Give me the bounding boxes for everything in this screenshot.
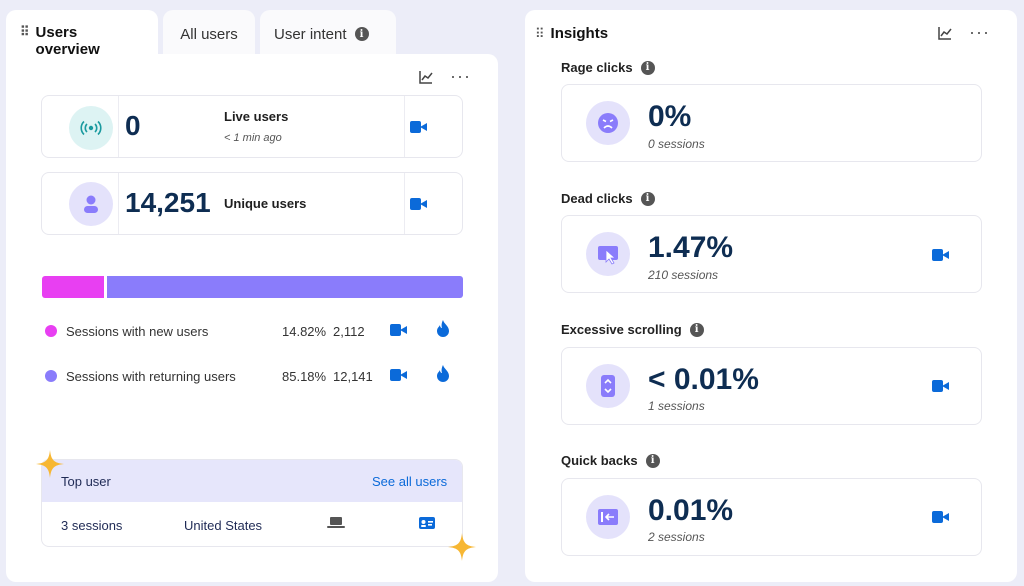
contact-card-icon[interactable] [419,517,435,529]
top-user-title: Top user [61,474,111,489]
live-users-label: Live users [224,109,289,124]
heatmap-flame-icon[interactable] [436,320,450,337]
recording-icon[interactable] [932,380,949,392]
more-options-icon[interactable]: ··· [969,22,990,42]
insight-title: Excessive scrolling i [561,322,704,337]
heatmap-flame-icon[interactable] [436,365,450,382]
laptop-icon [327,517,345,528]
cursor-screen-icon [586,232,630,276]
back-arrow-icon [586,495,630,539]
insight-title: Dead clicks i [561,191,655,206]
sparkle-icon [36,450,64,478]
tab-all-users[interactable]: All users [163,10,255,58]
insights-title: Insights [550,25,609,42]
insight-value: 0.01% [648,494,734,527]
insight-value: 1.47% [648,231,734,264]
info-icon[interactable]: i [689,322,704,337]
recording-icon[interactable] [410,198,427,210]
insight-card[interactable] [561,84,982,162]
card-divider [404,173,405,234]
drag-handle-icon[interactable]: ⠿ [20,24,29,39]
session-row-count: 12,141 [333,369,373,384]
recording-icon[interactable] [932,511,949,523]
insight-value: < 0.01% [648,363,759,396]
insights-header: ⠿ Insights [535,25,608,42]
live-users-value: 0 [125,110,141,141]
recording-icon[interactable] [390,324,407,336]
new-users-segment[interactable] [42,276,104,298]
insight-sessions: 2 sessions [648,530,705,544]
info-icon[interactable]: i [640,60,655,75]
person-icon [69,182,113,226]
see-all-users-link[interactable]: See all users [372,474,448,489]
trend-chart-icon[interactable] [418,69,434,85]
info-icon[interactable]: i [640,191,655,206]
tab-label: User intent [274,25,347,43]
session-row-percent: 14.82% [282,324,327,339]
returning-users-legend-dot [45,370,57,382]
sessions-split-bar [42,276,463,298]
card-divider [118,173,119,234]
top-user-header [42,460,462,502]
card-divider [118,96,119,157]
info-icon[interactable]: i [645,453,660,468]
top-user-card [41,459,463,547]
recording-icon[interactable] [410,121,427,133]
scroll-phone-icon [586,364,630,408]
info-icon[interactable]: i [354,27,369,41]
insight-sessions: 1 sessions [648,399,705,413]
insight-title: Rage clicks i [561,60,655,75]
drag-handle-icon[interactable]: ⠿ [535,25,544,41]
tab-user-intent[interactable]: User intent i [260,10,396,58]
session-row-label: Sessions with new users [66,324,209,339]
recording-icon[interactable] [932,249,949,261]
unique-users-label: Unique users [224,196,307,211]
insight-sessions: 0 sessions [648,137,705,151]
top-user-sessions: 3 sessions [61,518,123,533]
returning-users-segment[interactable] [107,276,463,298]
tab-users-overview[interactable]: ⠿ Users overview [6,10,158,70]
live-users-timestamp: < 1 min ago [224,132,282,144]
angry-face-icon [586,101,630,145]
session-row-count: 2,112 [333,324,365,339]
insight-sessions: 210 sessions [648,268,719,282]
session-row-label: Sessions with returning users [66,369,236,384]
insight-card[interactable] [561,215,982,293]
card-divider [404,96,405,157]
trend-chart-icon[interactable] [937,25,953,41]
sparkle-icon [448,533,476,561]
session-row-percent: 85.18% [282,369,327,384]
top-user-country: United States [184,518,263,533]
new-users-legend-dot [45,325,57,337]
live-broadcast-icon [69,106,113,150]
insight-card[interactable] [561,478,982,556]
insight-value: 0% [648,100,692,133]
unique-users-value: 14,251 [125,187,211,218]
more-options-icon[interactable]: ··· [450,66,471,86]
recording-icon[interactable] [390,369,407,381]
insight-card[interactable] [561,347,982,425]
tab-label: All users [180,25,238,43]
tab-label: Users overview [35,24,100,58]
insight-title: Quick backs i [561,453,660,468]
